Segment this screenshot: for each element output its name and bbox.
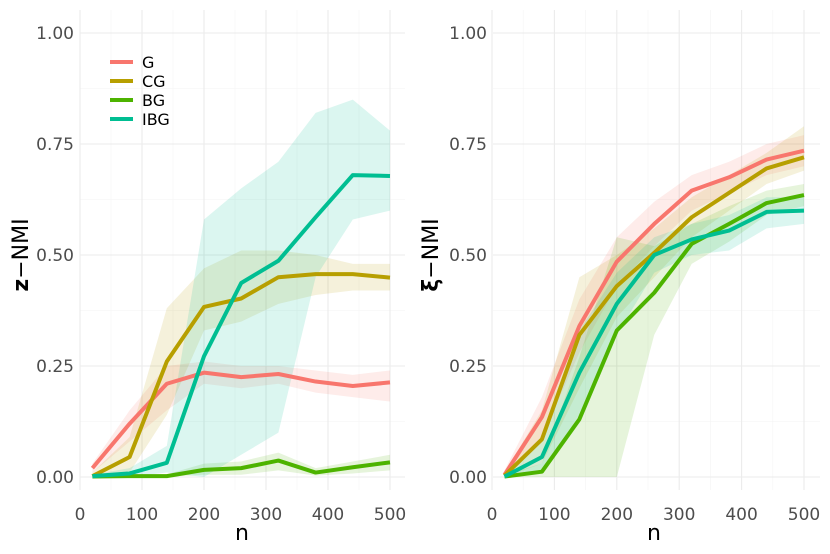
left-x-tick-label: 400 (312, 505, 344, 525)
left-y-tick-label: 1.00 (36, 24, 74, 44)
left-line-cg (91, 272, 391, 478)
left-line-bg (92, 458, 391, 479)
left-x-tick-label: 500 (374, 505, 406, 525)
left-ribbon-g (92, 361, 391, 473)
left-y-axis-title-rest: −NMI (9, 218, 34, 278)
right-x-axis-title: n (647, 521, 661, 546)
left-y-axis-title: z−NMI (9, 218, 34, 291)
left-x-tick-label: 300 (250, 505, 282, 525)
right-x-tick-label: 200 (601, 505, 633, 525)
right-y-tick-label: 0.25 (449, 357, 487, 377)
left-line-g (90, 370, 391, 470)
right-y-tick-label: 0.50 (449, 246, 487, 266)
left-y-axis-title-symbol: z (9, 279, 34, 292)
right-x-tick-label: 300 (663, 505, 695, 525)
right-ribbon-g (504, 135, 804, 477)
left-x-tick-label: 0 (75, 505, 86, 525)
right-y-tick-label: 0.00 (449, 468, 487, 488)
right-y-axis-title-symbol: ξ (419, 279, 444, 292)
legend-label-ibg: IBG (142, 110, 170, 129)
left-x-axis-title: n (235, 521, 249, 546)
left-line-ibg (92, 173, 391, 479)
left-ribbon-ibg (92, 99, 391, 477)
right-lines (502, 148, 805, 479)
left-y-tick-label: 0.75 (36, 135, 74, 155)
right-ribbon-cg (504, 126, 804, 478)
right-x-tick-label: 0 (487, 505, 498, 525)
right-y-tick-label: 0.75 (449, 135, 487, 155)
left-x-tick-label: 200 (188, 505, 220, 525)
right-y-tick-label: 1.00 (449, 24, 487, 44)
right-ribbons (504, 126, 804, 478)
right-x-ticks: 0 100 200 300 400 500 (487, 505, 821, 525)
right-line-g (502, 148, 805, 476)
panel-z-nmi: 0.000.250.500.751.00 0 100 200 300 400 500 n … (9, 10, 406, 546)
right-y-ticks: 0.00 0.25 0.50 0.75 1.00 (449, 24, 487, 488)
left-x-tick-label: 100 (126, 505, 158, 525)
left-lines (90, 173, 391, 479)
right-y-axis-title: ξ−NMI (419, 218, 444, 291)
right-grid (491, 10, 820, 490)
left-y-tick-label: 0.50 (36, 246, 74, 266)
left-y-ticks: 0.00 0.25 0.50 0.75 1.00 (36, 24, 74, 488)
right-line-bg (504, 193, 805, 479)
left-y-tick-label: 0.00 (36, 468, 74, 488)
left-ribbons (92, 99, 391, 477)
right-ribbon-ibg (504, 197, 804, 477)
right-x-tick-label: 500 (788, 505, 820, 525)
right-ribbon-bg (504, 183, 804, 477)
right-x-tick-label: 400 (725, 505, 757, 525)
legend-label-cg: CG (142, 72, 166, 91)
left-y-tick-label: 0.25 (36, 357, 74, 377)
panel-xi-nmi: 0.000.250.500.751.00 0 100 200 300 400 500 n … (419, 10, 820, 546)
legend-label-bg: BG (142, 91, 165, 110)
right-line-cg (503, 155, 805, 478)
right-line-ibg (503, 208, 805, 479)
right-x-tick-label: 100 (538, 505, 570, 525)
left-x-ticks: 0 100 200 300 400 500 (75, 505, 407, 525)
legend-label-g: G (142, 53, 154, 72)
right-y-axis-title-rest: −NMI (419, 218, 444, 278)
